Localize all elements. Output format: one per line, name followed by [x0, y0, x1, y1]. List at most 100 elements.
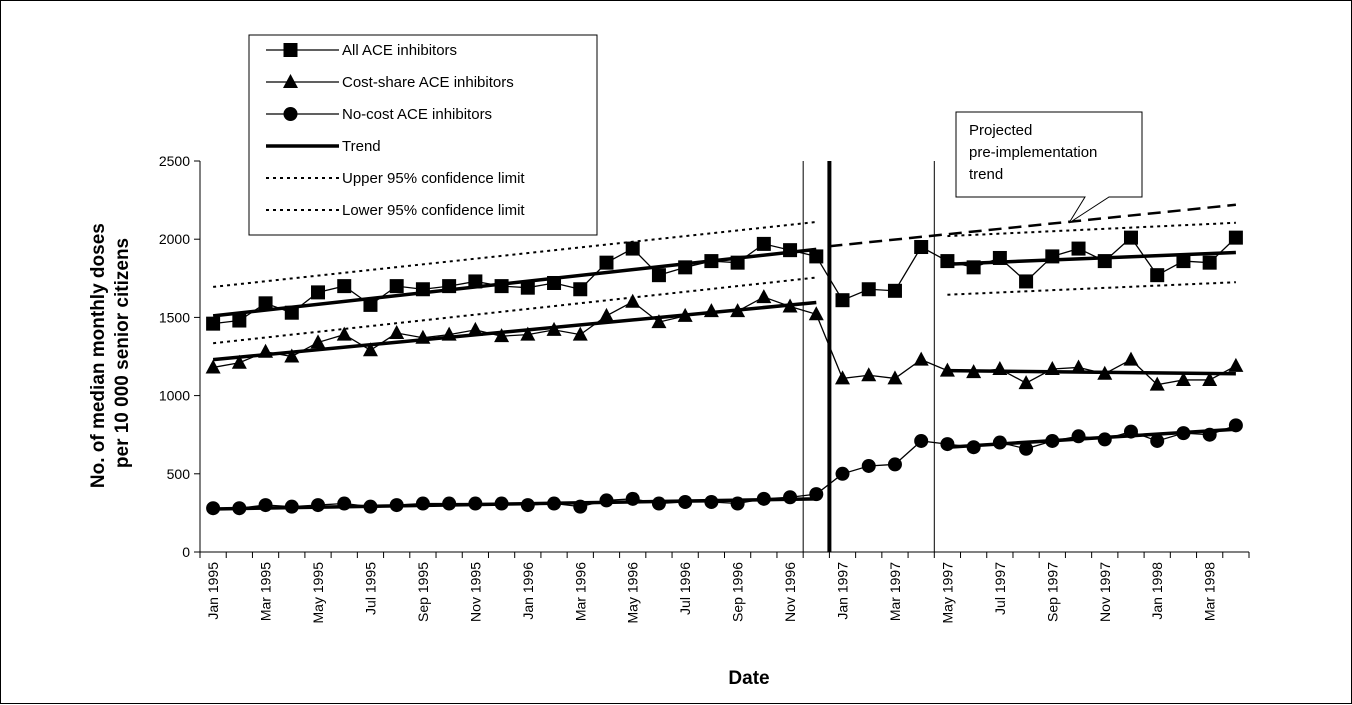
series-line-no-cost-ace-inhibitors — [213, 424, 1237, 509]
data-point-no-cost-ace-inhibitors — [835, 466, 850, 481]
x-tick-label: Mar 1995 — [258, 562, 274, 621]
data-point-all-ace-inhibitors — [1019, 274, 1034, 289]
y-axis-title-line2: per 10 000 senior citizens — [112, 238, 133, 468]
data-point-no-cost-ace-inhibitors — [730, 496, 745, 511]
data-point-cost-share-ace-inhibitors — [835, 370, 851, 385]
y-tick-label: 2500 — [159, 153, 190, 169]
data-point-cost-share-ace-inhibitors — [966, 364, 982, 379]
legend-label: Lower 95% confidence limit — [342, 202, 525, 219]
y-tick-label: 1500 — [159, 309, 190, 325]
annotation-text: Projected — [969, 122, 1032, 139]
legend-marker — [283, 74, 298, 88]
data-point-cost-share-ace-inhibitors — [1228, 357, 1244, 372]
data-point-all-ace-inhibitors — [232, 313, 247, 328]
data-point-no-cost-ace-inhibitors — [1123, 424, 1138, 439]
x-tick-label: Nov 1996 — [782, 562, 798, 622]
data-point-cost-share-ace-inhibitors — [205, 359, 221, 374]
data-point-no-cost-ace-inhibitors — [1045, 433, 1060, 448]
annotation-text: pre-implementation — [969, 144, 1097, 161]
data-point-all-ace-inhibitors — [783, 243, 798, 258]
data-point-cost-share-ace-inhibitors — [1044, 361, 1060, 376]
data-point-all-ace-inhibitors — [861, 282, 876, 297]
x-axis-title: Date — [728, 668, 769, 689]
data-point-all-ace-inhibitors — [520, 280, 535, 295]
data-point-no-cost-ace-inhibitors — [651, 496, 666, 511]
data-point-no-cost-ace-inhibitors — [363, 499, 378, 514]
data-point-cost-share-ace-inhibitors — [1097, 365, 1113, 380]
data-point-no-cost-ace-inhibitors — [573, 499, 588, 514]
data-point-no-cost-ace-inhibitors — [258, 498, 273, 513]
data-point-cost-share-ace-inhibitors — [415, 329, 431, 344]
data-point-cost-share-ace-inhibitors — [939, 362, 955, 377]
data-point-cost-share-ace-inhibitors — [992, 361, 1008, 376]
data-point-cost-share-ace-inhibitors — [520, 326, 536, 341]
data-point-no-cost-ace-inhibitors — [1150, 433, 1165, 448]
data-point-cost-share-ace-inhibitors — [494, 328, 510, 343]
data-point-cost-share-ace-inhibitors — [756, 289, 772, 304]
data-point-cost-share-ace-inhibitors — [730, 303, 746, 318]
data-point-all-ace-inhibitors — [337, 279, 352, 294]
legend-label: Cost-share ACE inhibitors — [342, 74, 514, 91]
legend-label: No-cost ACE inhibitors — [342, 106, 492, 123]
data-point-cost-share-ace-inhibitors — [782, 298, 798, 313]
data-point-cost-share-ace-inhibitors — [467, 321, 483, 336]
x-tick-label: Mar 1996 — [572, 562, 588, 621]
y-tick-label: 500 — [167, 466, 191, 482]
data-point-cost-share-ace-inhibitors — [231, 354, 247, 369]
data-point-all-ace-inhibitors — [730, 255, 745, 270]
data-point-all-ace-inhibitors — [1045, 249, 1060, 264]
x-tick-label: Jan 1997 — [835, 562, 851, 620]
data-point-all-ace-inhibitors — [914, 240, 929, 255]
data-point-cost-share-ace-inhibitors — [651, 314, 667, 329]
data-point-all-ace-inhibitors — [1176, 254, 1191, 269]
data-point-all-ace-inhibitors — [1071, 241, 1086, 256]
data-point-all-ace-inhibitors — [363, 297, 378, 312]
data-point-no-cost-ace-inhibitors — [992, 435, 1007, 450]
data-point-all-ace-inhibitors — [756, 236, 771, 251]
x-tick-label: Jan 1998 — [1149, 562, 1165, 620]
y-axis-title-line1: No. of median monthly doses — [88, 223, 109, 488]
series-line-cost-share-ace-inhibitors — [212, 296, 1237, 386]
data-point-cost-share-ace-inhibitors — [1018, 375, 1034, 390]
y-tick-label: 1000 — [159, 388, 190, 404]
data-point-all-ace-inhibitors — [992, 250, 1007, 265]
y-axis-title: No. of median monthly doses per 10 000 s… — [88, 218, 133, 488]
data-point-no-cost-ace-inhibitors — [783, 490, 798, 505]
data-point-cost-share-ace-inhibitors — [310, 334, 326, 349]
x-tick-label: May 1995 — [310, 562, 326, 624]
data-point-no-cost-ace-inhibitors — [861, 458, 876, 473]
data-point-no-cost-ace-inhibitors — [809, 487, 824, 502]
data-point-cost-share-ace-inhibitors — [1202, 371, 1218, 386]
data-point-no-cost-ace-inhibitors — [494, 496, 509, 511]
data-point-no-cost-ace-inhibitors — [625, 491, 640, 506]
data-point-all-ace-inhibitors — [258, 296, 273, 311]
data-point-no-cost-ace-inhibitors — [678, 494, 693, 509]
projected-trend-line — [829, 203, 1237, 248]
data-point-no-cost-ace-inhibitors — [1176, 426, 1191, 441]
data-point-all-ace-inhibitors — [494, 279, 509, 294]
data-point-cost-share-ace-inhibitors — [336, 326, 352, 341]
x-tick-label: Sep 1995 — [415, 562, 431, 622]
data-point-cost-share-ace-inhibitors — [808, 306, 824, 321]
data-point-all-ace-inhibitors — [625, 241, 640, 256]
data-point-all-ace-inhibitors — [599, 255, 614, 270]
data-point-cost-share-ace-inhibitors — [1175, 371, 1191, 386]
data-point-no-cost-ace-inhibitors — [1071, 429, 1086, 444]
x-tick-label: Jan 1996 — [520, 562, 536, 620]
data-point-all-ace-inhibitors — [468, 274, 483, 289]
data-point-no-cost-ace-inhibitors — [756, 491, 771, 506]
data-point-all-ace-inhibitors — [415, 282, 430, 297]
x-tick-label: May 1997 — [939, 562, 955, 624]
data-point-cost-share-ace-inhibitors — [677, 307, 693, 322]
data-point-no-cost-ace-inhibitors — [206, 501, 221, 516]
data-point-cost-share-ace-inhibitors — [887, 370, 903, 385]
data-point-cost-share-ace-inhibitors — [598, 307, 614, 322]
data-point-cost-share-ace-inhibitors — [572, 326, 588, 341]
data-point-no-cost-ace-inhibitors — [1228, 418, 1243, 433]
x-tick-label: Jul 1995 — [362, 562, 378, 615]
data-point-all-ace-inhibitors — [573, 282, 588, 297]
y-tick-label: 0 — [182, 544, 190, 560]
data-point-no-cost-ace-inhibitors — [311, 498, 326, 513]
annotation-text: trend — [969, 166, 1003, 183]
data-point-no-cost-ace-inhibitors — [599, 493, 614, 508]
